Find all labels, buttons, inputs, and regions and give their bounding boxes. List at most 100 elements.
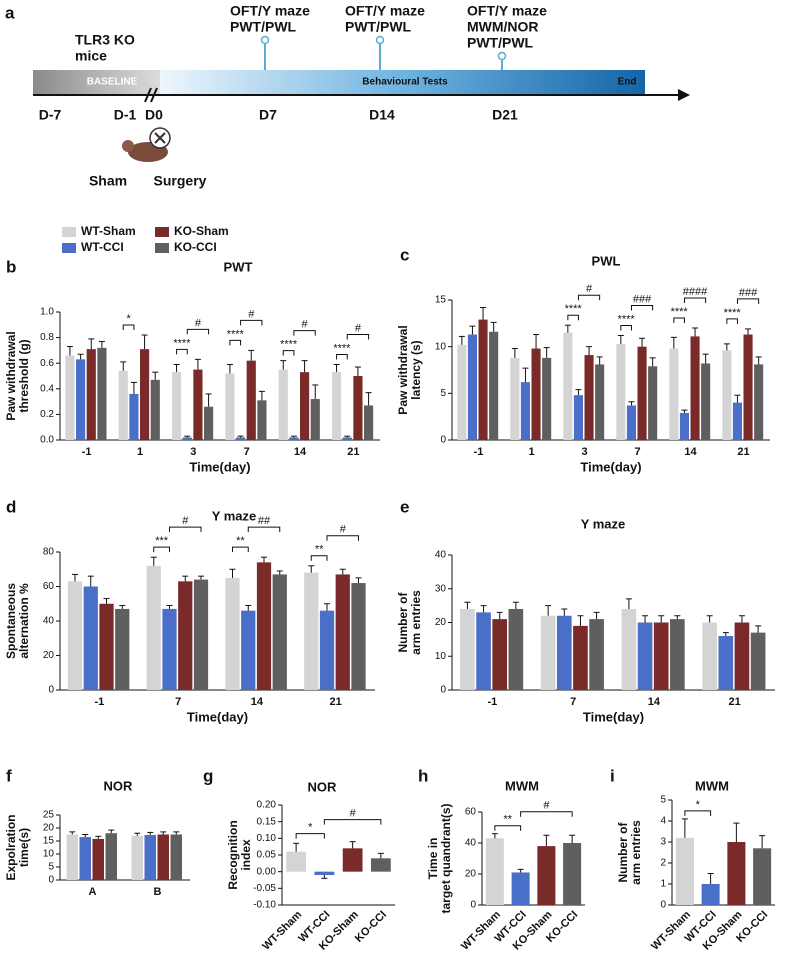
bar [595, 364, 605, 440]
bar [621, 609, 637, 690]
y-axis-label: target quandrant(s) [439, 803, 453, 913]
bar [286, 851, 307, 872]
panel-letter: f [6, 766, 12, 785]
x-tick-label: 1 [137, 446, 143, 458]
bar [370, 858, 391, 872]
bar [732, 402, 742, 440]
y-tick-label: 0.10 [257, 833, 277, 844]
sig-bracket [630, 304, 654, 311]
bar [131, 835, 143, 880]
sig-bracket [326, 535, 359, 541]
bar [485, 838, 504, 905]
y-tick-label: 0.4 [40, 383, 54, 394]
x-tick-label: 21 [330, 696, 342, 708]
test-marker [497, 51, 507, 61]
sig-bracket [323, 819, 382, 825]
x-tick-label: 7 [244, 446, 250, 458]
legend-label: WT-Sham [81, 224, 136, 238]
sig-bracket [736, 298, 760, 304]
y-tick-label: 0 [660, 900, 666, 911]
bar [304, 572, 319, 690]
bar [129, 393, 139, 440]
legend-swatch [155, 243, 169, 253]
bar [289, 437, 299, 440]
axis-break [150, 87, 158, 103]
bar [556, 615, 572, 690]
legend-label: WT-CCI [81, 240, 124, 254]
sig-label: *** [155, 535, 169, 547]
bar [476, 612, 491, 690]
sig-label: * [126, 313, 131, 325]
y-axis-label: Spontaneous [4, 583, 18, 659]
bar [300, 372, 310, 440]
bar [342, 437, 352, 440]
panel-letter: b [6, 257, 16, 276]
x-tick-label: 14 [294, 446, 307, 458]
x-tick-label: 14 [684, 446, 697, 458]
sig-label: # [248, 308, 255, 320]
bar [743, 334, 753, 440]
y-tick-label: 4 [660, 816, 666, 827]
y-tick-label: 0 [48, 685, 54, 696]
sig-bracket [346, 333, 370, 340]
day-label: D-7 [39, 107, 62, 123]
bar [573, 395, 583, 440]
bar [67, 581, 83, 690]
bar [540, 615, 556, 690]
test-marker [375, 35, 385, 45]
bar [79, 837, 91, 880]
y-tick-label: 15 [43, 836, 55, 847]
y-tick-label: 0.6 [40, 358, 54, 369]
bar [178, 581, 193, 690]
sig-label: **** [618, 313, 636, 325]
day-label: D7 [259, 107, 277, 123]
bar [637, 622, 653, 690]
sig-label: **** [280, 339, 298, 351]
sig-bracket [293, 330, 316, 336]
bar [511, 872, 530, 905]
day-label: D0 [145, 107, 163, 123]
panel-letter: d [6, 497, 16, 516]
bar [669, 348, 679, 440]
x-tick-label: 21 [729, 696, 741, 708]
y-tick-label: 20 [465, 869, 477, 880]
y-tick-label: 0.05 [257, 850, 277, 861]
x-tick-label: -1 [474, 446, 484, 458]
bar [626, 405, 636, 440]
bar [353, 376, 363, 440]
sig-bracket [310, 555, 328, 561]
y-tick-label: -0.10 [253, 900, 276, 911]
chart-title: Y maze [212, 508, 257, 523]
bar [563, 843, 582, 905]
y-tick-label: -0.05 [253, 883, 276, 894]
x-tick-label: 3 [190, 446, 196, 458]
x-axis-label: Time(day) [580, 459, 641, 474]
sig-bracket [186, 328, 210, 335]
bar [278, 369, 288, 440]
bar [718, 636, 734, 690]
y-axis-label: Number of [396, 591, 410, 652]
phase-bar [160, 70, 645, 94]
x-tick-label: 21 [347, 446, 359, 458]
sig-label: **** [671, 306, 689, 318]
y-axis-label: Recognition [226, 820, 240, 889]
y-tick-label: 0 [440, 435, 446, 446]
panel-letter: a [5, 3, 15, 22]
sig-label: ## [258, 515, 271, 527]
bar [616, 343, 626, 440]
sig-bracket [684, 810, 712, 816]
legend-label: KO-CCI [174, 240, 217, 254]
bar [467, 334, 477, 440]
bar [314, 871, 335, 875]
x-tick-label: 14 [648, 696, 661, 708]
y-tick-label: 20 [43, 823, 55, 834]
y-tick-label: 5 [660, 795, 666, 806]
x-tick-label: 7 [570, 696, 576, 708]
timeline [33, 70, 690, 162]
x-tick-label: 7 [634, 446, 640, 458]
sig-label: ** [315, 544, 324, 556]
sig-label: **** [173, 337, 191, 349]
sig-label: # [350, 808, 357, 820]
bar [65, 355, 75, 440]
